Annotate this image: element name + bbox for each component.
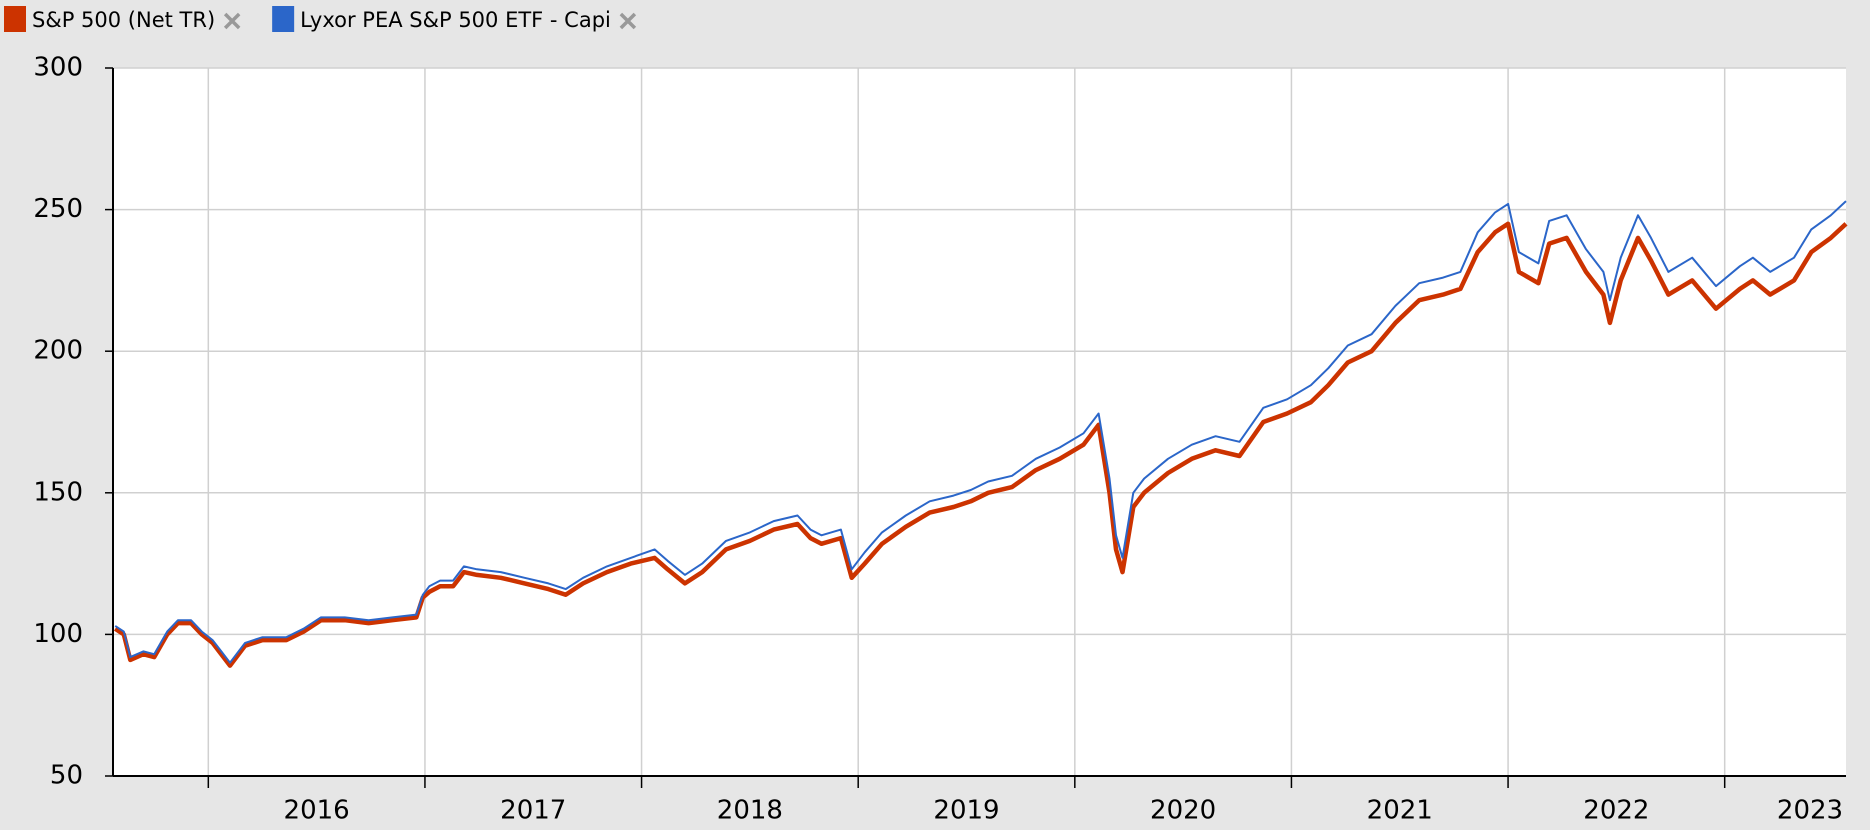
x-tick-label: 2019 <box>933 796 999 826</box>
x-tick-label: 2021 <box>1367 796 1433 826</box>
series-line <box>114 200 1847 664</box>
y-tick-label: 150 <box>33 477 83 507</box>
legend-swatch <box>272 6 295 32</box>
x-tick-label: 2016 <box>284 796 350 826</box>
x-tick-label: 2022 <box>1583 796 1649 826</box>
y-tick-label: 50 <box>50 761 83 791</box>
x-tick-label: 2017 <box>500 796 566 826</box>
x-tick-label: 2018 <box>717 796 783 826</box>
legend-label[interactable]: S&P 500 (Net TR) <box>32 8 215 32</box>
x-tick-label: 2020 <box>1150 796 1216 826</box>
y-tick-label: 250 <box>33 194 83 224</box>
plot-area <box>113 68 1846 776</box>
x-tick-label: 2023 <box>1777 796 1843 826</box>
legend-label[interactable]: Lyxor PEA S&P 500 ETF - Capi <box>300 8 611 32</box>
y-tick-label: 300 <box>33 53 83 83</box>
series-line <box>113 221 1848 668</box>
legend-swatch <box>4 6 26 32</box>
y-tick-label: 200 <box>33 336 83 366</box>
y-tick-label: 100 <box>33 619 83 649</box>
legend-close[interactable] <box>223 12 241 30</box>
legend-close[interactable] <box>619 12 637 30</box>
